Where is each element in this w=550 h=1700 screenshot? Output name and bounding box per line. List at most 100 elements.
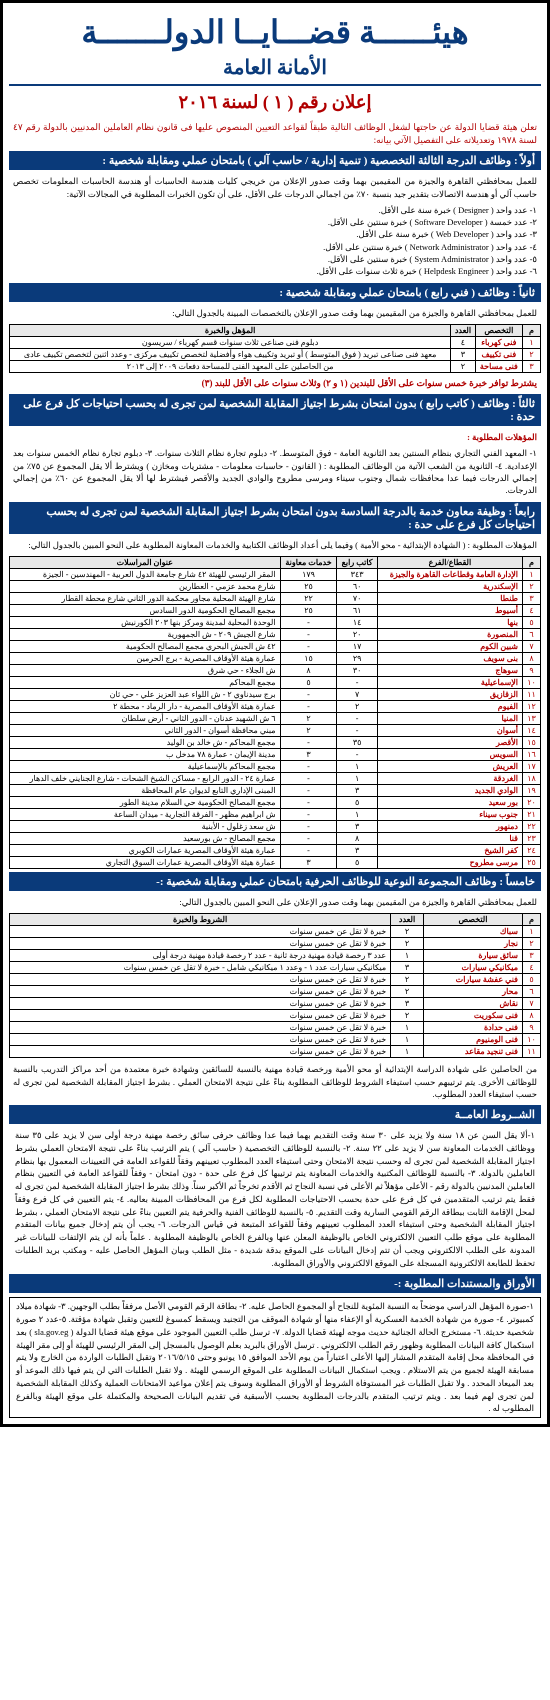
table-cell: ١ [523,926,541,938]
table-cell: ٢٥ [280,580,337,592]
table-cell: عمارة هيئة الأوقاف المصرية - برج الحرمين [10,652,281,664]
table-cell: مجمع المصالح الحكومية الدور السادس [10,604,281,616]
table-cell: ٧ [523,998,541,1010]
table-cell: خبرة لا تقل عن خمس سنوات [10,938,391,950]
section1-item: ٢- عدد خمسة ( Software Developer ) خبرة … [13,216,537,228]
table-cell: ٩ [523,1022,541,1034]
table-cell: - [337,676,377,688]
table-cell: ٢٠ [523,796,541,808]
table-cell: بنها [377,616,522,628]
table-cell: ٨ [280,664,337,676]
table-row: ٤أسيوط٦١٢٥مجمع المصالح الحكومية الدور ال… [10,604,541,616]
table-cell: خبرة لا تقل عن خمس سنوات [10,1010,391,1022]
table-row: ١١فنى تنجيد مقاعد١خبرة لا تقل عن خمس سنو… [10,1046,541,1058]
table-cell: ١ [391,1034,424,1046]
table-cell: ١٧ [337,640,377,652]
table-cell: ٢ [391,926,424,938]
table-cell: ٢٥ [280,604,337,616]
table-cell: - [280,808,337,820]
table-cell: سائق سيارة [423,950,522,962]
table-cell: فنى كهرباء [475,337,522,349]
table-cell: ١ [337,808,377,820]
table-cell: ٨ [523,1010,541,1022]
table-cell: ٨ [337,832,377,844]
table-cell: ٢ [280,724,337,736]
conditions-bar: الشــروط العامــة [9,1105,541,1124]
table-cell: - [280,736,337,748]
table-row: ١٠الإسماعيلية-٥مجمع المحاكم [10,676,541,688]
table-cell: الإسكندرية [377,580,522,592]
table-cell: - [280,628,337,640]
table-cell: شارع محمد عزمي - العطارين [10,580,281,592]
section1-item: ١- عدد واحد ( Designer ) خبرة سنة على ال… [13,204,537,216]
table-cell: ١٤ [337,616,377,628]
table-cell: ٦ ش الشهيد عدنان - الدور الثاني - أرض سل… [10,712,281,724]
table-cell: سوهاج [377,664,522,676]
table-cell: ٣ [451,349,475,361]
table-cell: ٥ [523,616,541,628]
table-header: العدد [391,914,424,926]
table-cell: - [280,640,337,652]
table-cell: فنى سكوريت [423,1010,522,1022]
table-cell: أسوان [377,724,522,736]
table-header: التخصص [423,914,522,926]
table-cell: ١٨ [523,772,541,784]
table-row: ٢٢دمنهور٣-ش سعد زغلول - الأبنية [10,820,541,832]
section5-table: مالتخصصالعددالشروط والخبرة١سباك٢خبرة لا … [9,913,541,1058]
table-row: ٢٤كفر الشيخ٣-عمارة هيئة الأوقاف المصرية … [10,844,541,856]
table-cell: فنى تنجيد مقاعد [423,1046,522,1058]
table-cell: ١ [337,772,377,784]
table-cell: فنى الومنيوم [423,1034,522,1046]
table-cell: ٦ [523,986,541,998]
docs-text: ١-صورة المؤهل الدراسي موضحاً به النسبة ا… [9,1297,541,1418]
table-cell: الفيوم [377,700,522,712]
section1-para: للعمل بمحافظتي القاهرة والجيزة من المقيم… [9,173,541,202]
table-cell: ٥ [280,676,337,688]
table-cell: ٢١ [523,808,541,820]
table-cell: معهد فنى صناعى تبريد ( فوق المتوسط ) أو … [10,349,451,361]
table-cell: ٣ [523,950,541,962]
table-cell: - [337,712,377,724]
table-row: ٥بنها١٤-الوحدة المحلية لمدينة ومركز بنها… [10,616,541,628]
table-cell: ٣ [337,844,377,856]
section5-footer: من الحاصلين على شهادة الدراسة الإبتدائية… [9,1061,541,1102]
table-cell: خبرة لا تقل عن خمس سنوات [10,1034,391,1046]
table-cell: خبرة لا تقل عن خمس سنوات [10,926,391,938]
table-cell: الإسماعيلية [377,676,522,688]
table-cell: المنصورة [377,628,522,640]
table-cell: الأقصر [377,736,522,748]
table-header: م [523,325,541,337]
section3-qual-head: المؤهلات المطلوبة : [9,429,541,445]
table-cell: ١١ [523,688,541,700]
table-row: ١٩الوادي الجديد٣-المبنى الإداري التابع ل… [10,784,541,796]
table-cell: - [280,700,337,712]
section1-item: ٣- عدد واحد ( Web Developer ) خبرة سنة ع… [13,228,537,240]
table-row: ١فنى كهرباء٤دبلوم فنى صناعى ثلاث سنوات ق… [10,337,541,349]
table-header: م [523,914,541,926]
table-cell: السويس [377,748,522,760]
table-cell: - [280,844,337,856]
table-cell: مبني محافظة أسوان - الدور الثاني [10,724,281,736]
table-cell: ١٠ [523,1034,541,1046]
table-cell: ١٣ [523,712,541,724]
table-cell: فنى تكييف [475,349,522,361]
table-cell: ١٩ [523,784,541,796]
table-cell: الغردقة [377,772,522,784]
table-cell: ٢٩ [337,652,377,664]
table-cell: ١١ [523,1046,541,1058]
table-cell: سباك [423,926,522,938]
table-cell: ٣٥ [337,736,377,748]
table-cell: - [280,820,337,832]
table-cell: ش سعد زغلول - الأبنية [10,820,281,832]
table-row: ٢فنى تكييف٣معهد فنى صناعى تبريد ( فوق ال… [10,349,541,361]
table-row: ١١الزقازيق٧-برج سيدناوي ٢ - ش اللواء عبد… [10,688,541,700]
table-cell: عمارة هيئة الأوقاف المصرية عمارات الكوبر… [10,844,281,856]
table-cell: ٦٠ [337,580,377,592]
table-cell: ١٧٩ [280,568,337,580]
table-header: العدد [451,325,475,337]
table-cell: مجمع المصالح - ش بورسعيد [10,832,281,844]
table-cell: - [280,832,337,844]
table-cell: - [337,724,377,736]
table-cell: جنوب سيناء [377,808,522,820]
table-row: ١٤أسوان-٢مبني محافظة أسوان - الدور الثان… [10,724,541,736]
